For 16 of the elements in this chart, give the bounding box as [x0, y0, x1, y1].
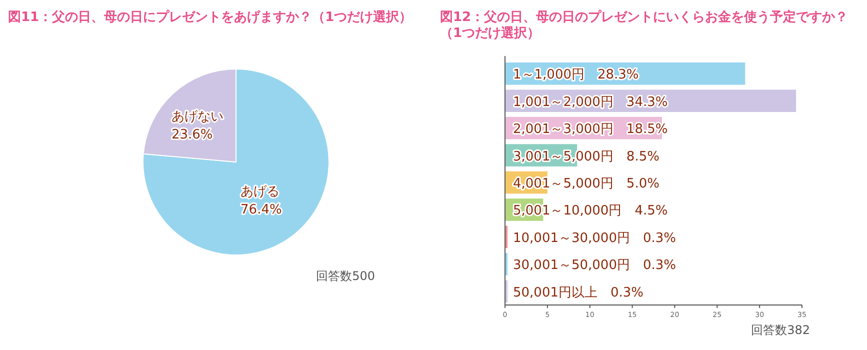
- category-label: 10,001～30,000円 0.3%: [513, 230, 676, 246]
- slice-label: あげない: [171, 109, 224, 124]
- data-label: 76.4%: [240, 202, 282, 218]
- pie-slice: [142, 68, 330, 256]
- chart-title: 図12：父の日、母の日のプレゼントにいくらお金を使う予定ですか？（1つだけ選択）: [440, 10, 850, 42]
- text: 回答数382: [751, 323, 810, 337]
- category-label: 30,001～50,000円 0.3%: [513, 258, 676, 274]
- category-label: 1,001～2,000円 34.3%: [513, 94, 668, 110]
- text: 回答数500: [316, 269, 375, 283]
- slice-label: あげる: [240, 184, 280, 200]
- category-label: 3,001～5,000円 8.5%: [513, 149, 660, 164]
- chart-title: 図11：父の日、母の日にプレゼントをあげますか？（1つだけ選択）: [8, 10, 414, 26]
- category-label: 1～1,000円 28.3%: [513, 68, 639, 83]
- category-label: 2,001～3,000円 18.5%: [513, 122, 668, 138]
- data-label: 23.6%: [171, 127, 213, 142]
- category-label: 50,001円以上 0.3%: [513, 285, 644, 300]
